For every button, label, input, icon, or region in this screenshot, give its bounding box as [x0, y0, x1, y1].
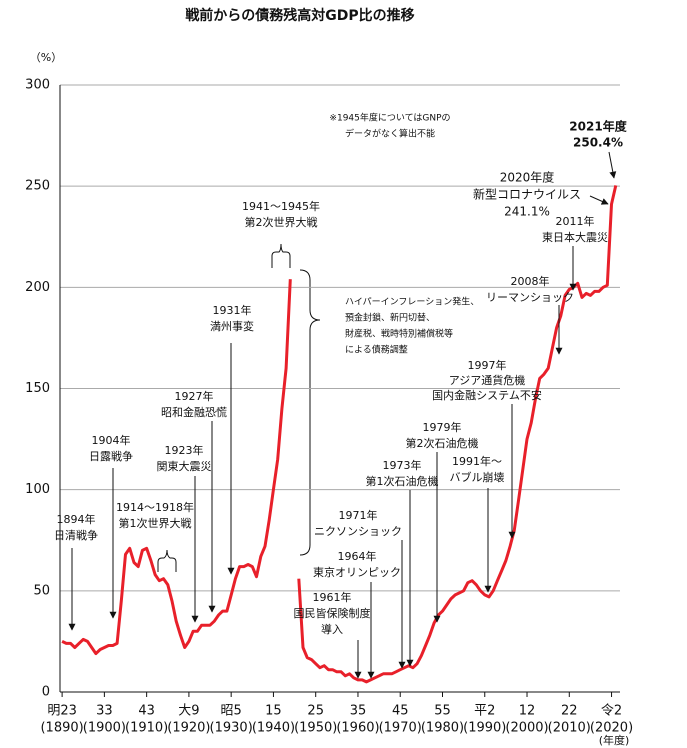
x-tick-year: (1900) [83, 721, 126, 736]
x-tick-label: 12 [519, 704, 536, 719]
annotation: 昭和金融恐慌 [161, 405, 227, 419]
x-tick-label: 明23 [47, 704, 77, 719]
annotation: 1997年 [468, 358, 507, 372]
x-tick-label: 令2 [601, 704, 622, 719]
bracket [271, 243, 291, 268]
brace [299, 269, 321, 556]
x-tick-year: (1910) [125, 721, 168, 736]
x-tick-label: 45 [392, 704, 409, 719]
annotation: 2008年 [511, 274, 550, 288]
annotation: 関東大震災 [157, 459, 212, 473]
y-tick-label: 100 [25, 482, 50, 497]
annotation: 1894年 [57, 512, 96, 526]
y-tick-label: 300 [25, 78, 50, 93]
x-tick-year: (1970) [379, 721, 422, 736]
y-tick-label: 150 [25, 381, 50, 396]
x-tick-label: 15 [265, 704, 282, 719]
bracket [157, 549, 177, 572]
y-tick-label: 50 [33, 583, 50, 598]
x-tick-year: (2010) [548, 721, 591, 736]
x-tick-label: 43 [138, 704, 155, 719]
annotation: 新型コロナウイルス [473, 187, 581, 202]
x-tick-year: (1930) [210, 721, 253, 736]
annotation: 2011年 [556, 214, 595, 228]
annotation: アジア通貨危機 [449, 373, 526, 387]
value-label: 241.1% [504, 205, 550, 219]
annotation: 1904年 [92, 433, 131, 447]
x-tick-label: 55 [434, 704, 451, 719]
annotation: 1941～1945年 [242, 199, 320, 213]
annotation: 財産税、戦時特別補償税等 [345, 328, 453, 340]
annotation: 国内金融システム不安 [432, 388, 542, 402]
data-line [61, 185, 618, 684]
annotation: 1971年 [339, 508, 378, 522]
annotation: 1973年 [383, 458, 422, 472]
annotation: 1964年 [338, 549, 377, 563]
annotation-arrow [589, 195, 609, 205]
annotation: データがなく算出不能 [345, 128, 435, 140]
x-tick-year: (1980) [421, 721, 464, 736]
annotation: 第1次世界大戦 [119, 516, 192, 530]
annotation: 2020年度 [500, 170, 555, 185]
annotation: バブル崩壊 [450, 470, 505, 484]
annotation: 1931年 [213, 303, 252, 317]
x-tick-label: 33 [96, 704, 113, 719]
x-unit-label: (年度) [599, 733, 630, 747]
x-tick-label: 昭5 [221, 704, 242, 719]
annotation: 日清戦争 [54, 528, 98, 542]
annotation: 導入 [321, 622, 343, 636]
x-tick-label: 平2 [474, 704, 495, 719]
annotation: リーマンショック [486, 291, 574, 304]
chart-title: 戦前からの債務残高対GDP比の推移 [185, 7, 414, 24]
annotation: 第1次石油危機 [366, 474, 439, 488]
annotation: 預金封鎖、新円切替、 [345, 312, 435, 324]
annotation: 1914～1918年 [116, 500, 194, 514]
annotation: 2021年度 [569, 119, 627, 134]
annotation: 第2次石油危機 [406, 436, 479, 450]
x-tick-year: (2020) [590, 721, 633, 736]
x-tick-year: (1950) [294, 721, 337, 736]
annotation: 1927年 [175, 389, 214, 403]
annotation: 満州事変 [210, 319, 254, 333]
y-tick-label: 0 [42, 685, 50, 700]
value-label: 250.4% [573, 136, 623, 150]
x-tick-label: 大9 [178, 704, 199, 719]
x-tick-year: (1990) [463, 721, 506, 736]
x-tick-label: 25 [307, 704, 324, 719]
y-axis-label: （%） [30, 51, 62, 64]
x-tick-year: (1890) [40, 721, 83, 736]
annotation: 1961年 [313, 590, 352, 604]
x-tick-year: (1960) [336, 721, 379, 736]
annotation: ニクソンショック [314, 525, 402, 538]
annotation: による債務調整 [345, 344, 408, 356]
annotation: 1991年～ [452, 454, 502, 468]
y-tick-label: 200 [25, 280, 50, 295]
x-tick-year: (2000) [505, 721, 548, 736]
annotation: 東日本大震災 [542, 230, 608, 244]
x-tick-label: 22 [561, 704, 578, 719]
x-tick-year: (1920) [167, 721, 210, 736]
annotation: ※1945年度についてはGNPの [329, 112, 450, 124]
annotation: 1979年 [423, 420, 462, 434]
annotation: ハイパーインフレーション発生、 [345, 296, 479, 308]
annotation: 国民皆保険制度 [294, 606, 371, 620]
annotation: 日露戦争 [89, 449, 133, 463]
x-tick-label: 35 [350, 704, 367, 719]
x-tick-year: (1940) [252, 721, 295, 736]
annotation-arrow [608, 151, 617, 179]
annotation: 第2次世界大戦 [245, 215, 318, 229]
annotation: 東京オリンピック [313, 565, 401, 579]
annotation: 1923年 [165, 443, 204, 457]
y-tick-label: 250 [25, 179, 50, 194]
